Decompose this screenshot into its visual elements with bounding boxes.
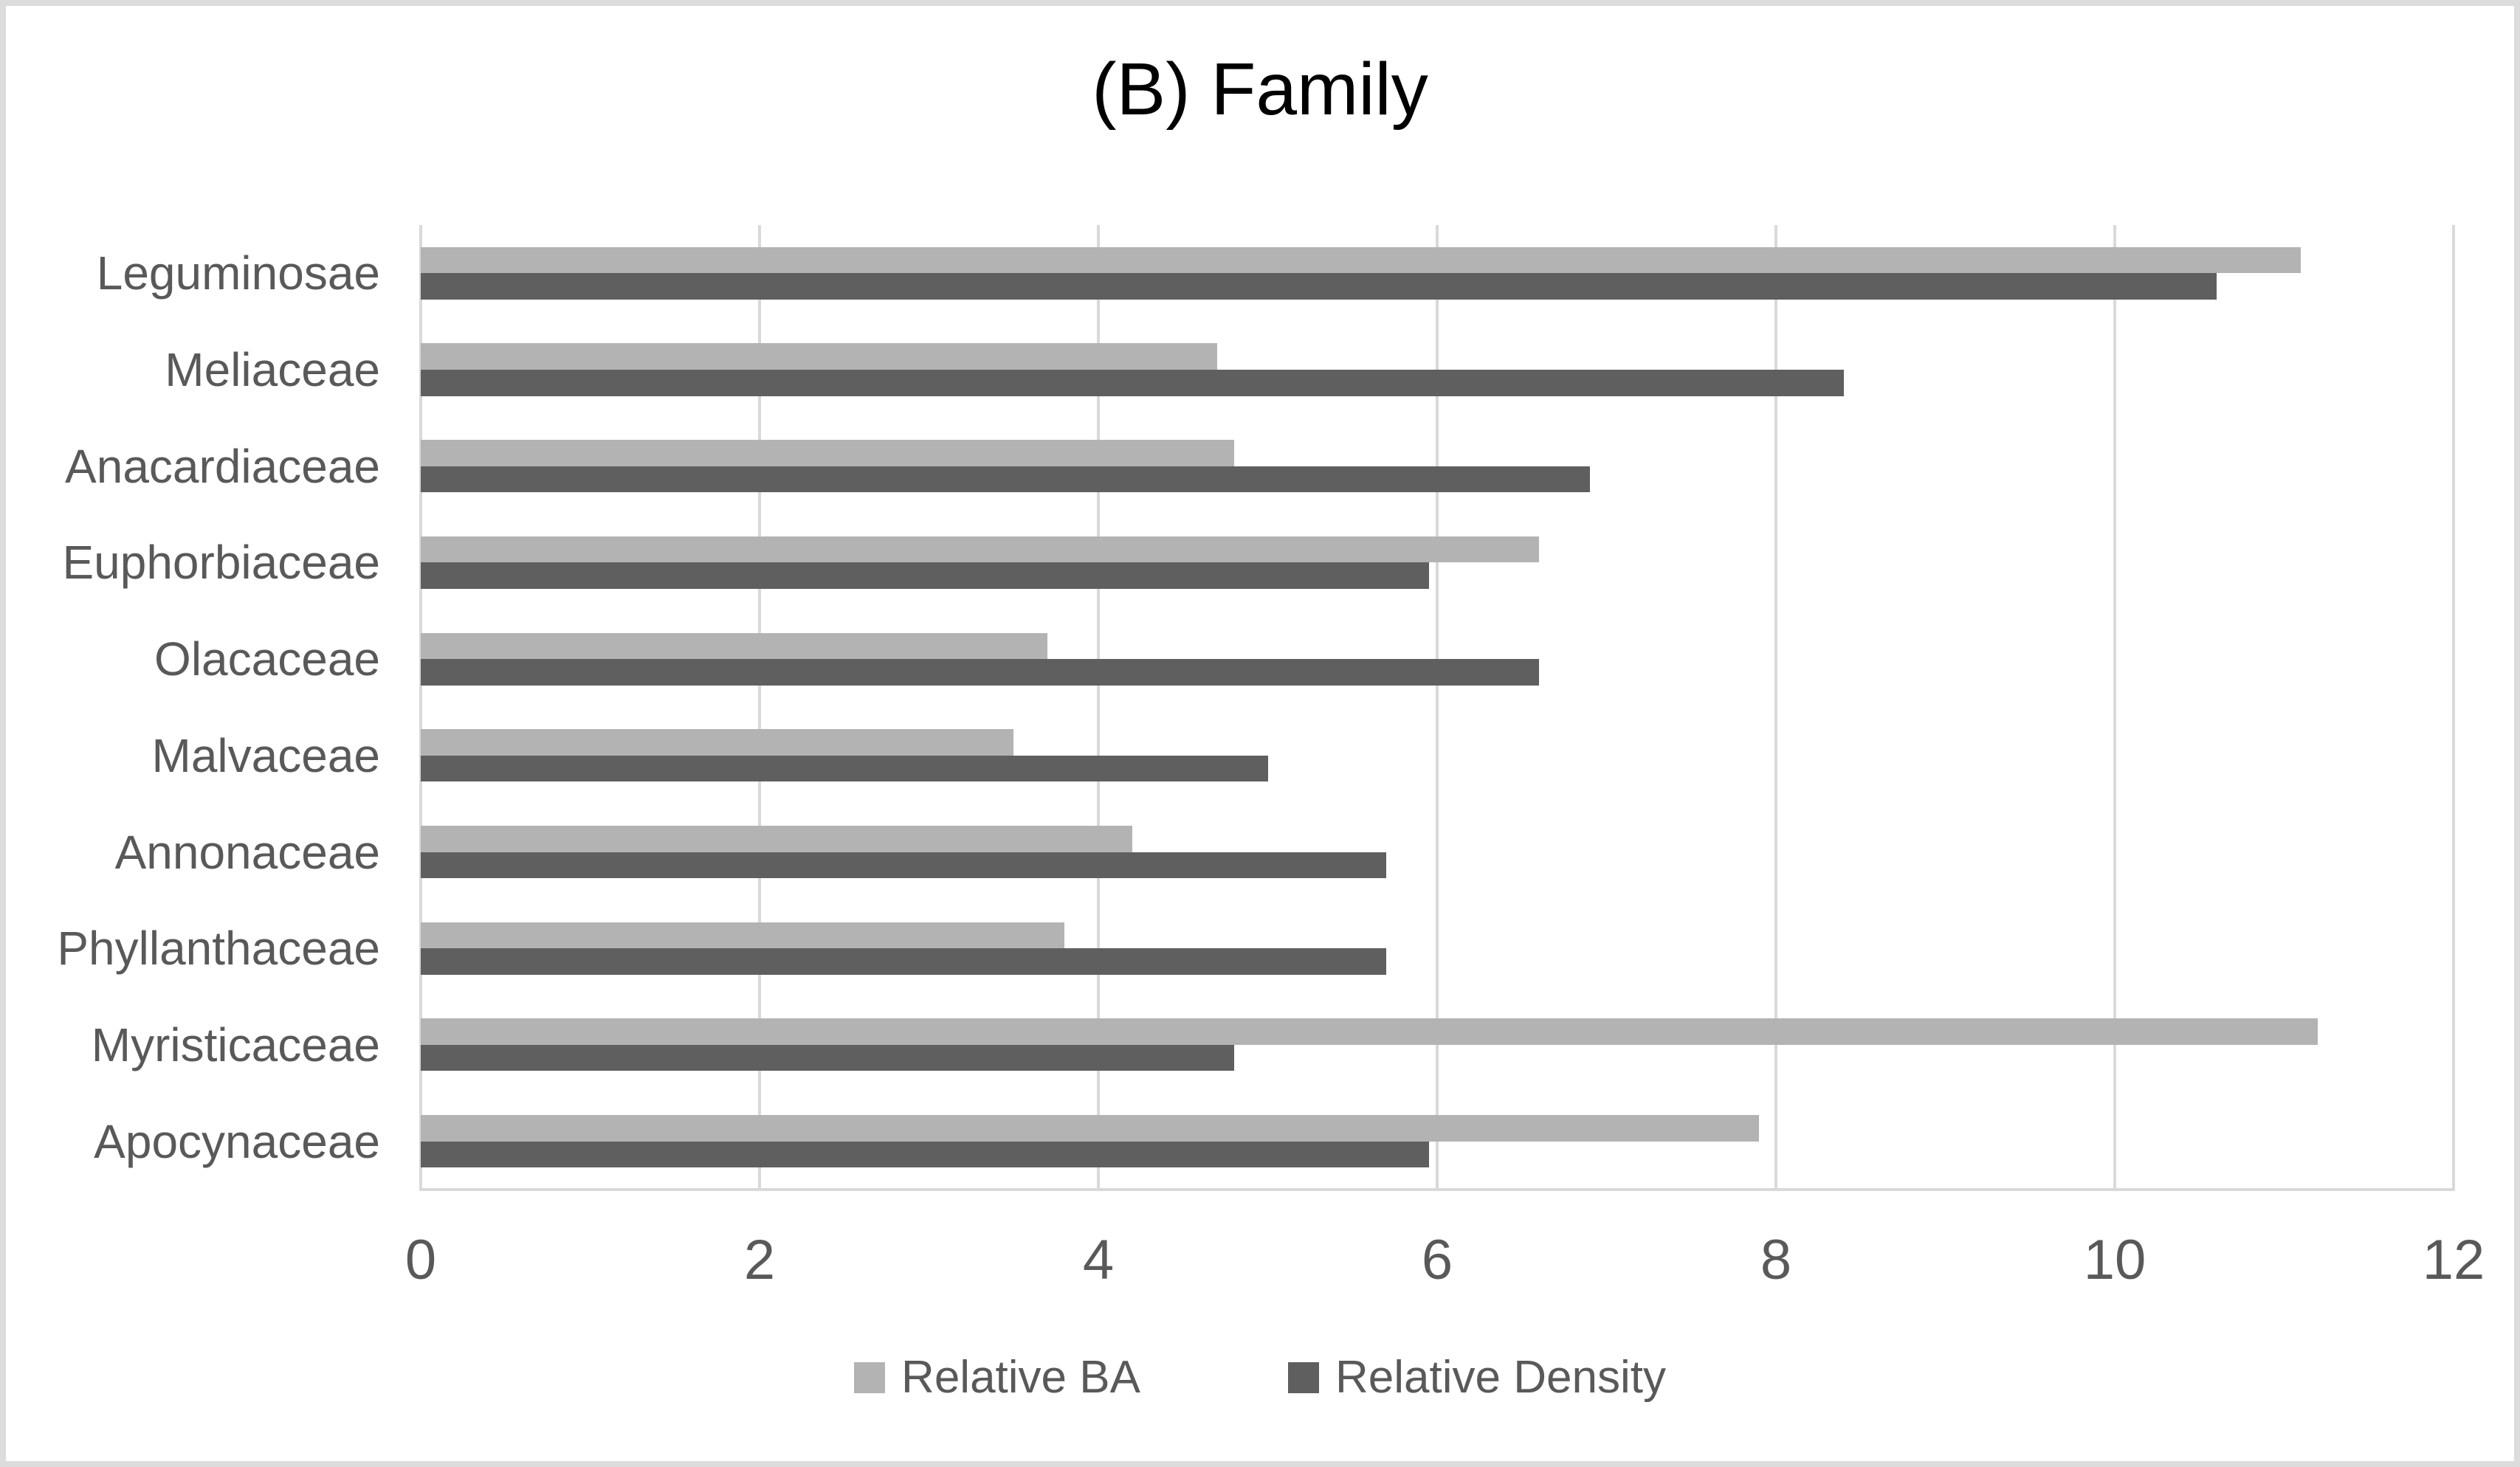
bar-relative-ba-phyllanthaceae [421,922,1065,949]
category-axis-line [419,1188,2455,1191]
gridline-x-6 [1436,225,1439,1190]
bar-relative-ba-apocynaceae [421,1115,1760,1142]
bar-relative-ba-leguminosae [421,246,2302,274]
x-tick-label-12: 12 [2422,1229,2485,1291]
legend-item-relative-density: Relative Density [1287,1352,1666,1403]
x-tick-label-6: 6 [1421,1229,1453,1291]
bar-relative-ba-anacardiaceae [421,440,1234,466]
category-axis-labels: Leguminosae Meliaceae Anacardiaceae Euphorb… [6,225,380,1190]
bar-relative-ba-annonaceae [421,825,1132,852]
x-tick-label-4: 4 [1082,1229,1115,1291]
bar-relative-density-euphorbiaceae [421,562,1429,589]
bar-relative-density-anacardiaceae [421,466,1590,493]
x-tick-label-8: 8 [1760,1229,1792,1291]
x-tick-label-10: 10 [2083,1229,2147,1291]
category-label-myristicaceae: Myristicaceae [91,1018,380,1071]
bar-relative-ba-olacaceae [421,632,1048,660]
bar-relative-density-leguminosae [421,273,2217,300]
category-label-leguminosae: Leguminosae [96,246,380,300]
gridline-x-12 [2452,225,2455,1190]
category-label-meliaceae: Meliaceae [165,343,380,397]
x-tick-label-0: 0 [404,1229,437,1291]
legend-item-relative-ba: Relative BA [854,1355,1140,1401]
bar-relative-density-annonaceae [421,852,1387,879]
gridline-x-2 [758,225,761,1190]
bar-relative-ba-malvaceae [421,729,1014,756]
bar-relative-ba-euphorbiaceae [421,536,1539,563]
plot-area [419,225,2455,1191]
bar-relative-density-myristicaceae [421,1044,1234,1071]
gridline-x-4 [1097,225,1100,1190]
bar-relative-density-malvaceae [421,755,1268,782]
category-label-anacardiaceae: Anacardiaceae [65,439,380,493]
category-label-annonaceae: Annonaceae [114,825,380,879]
category-label-olacaceae: Olacaceae [154,632,380,686]
gridline-x-0 [419,225,422,1190]
category-label-euphorbiaceae: Euphorbiaceae [62,536,380,590]
category-label-apocynaceae: Apocynaceae [94,1114,380,1168]
legend-label-relative-density: Relative Density [1335,1352,1666,1403]
chart-title: (B) Family [1092,48,1428,131]
category-label-phyllanthaceae: Phyllanthaceae [57,922,380,976]
legend-swatch-relative-density [1287,1362,1319,1393]
bar-relative-density-olacaceae [421,659,1539,686]
gridline-x-10 [2113,225,2116,1190]
value-axis-tick-labels: 0 2 4 6 8 10 12 [405,1225,2485,1295]
bar-relative-density-phyllanthaceae [421,948,1387,975]
bar-relative-ba-myristicaceae [421,1018,2318,1045]
legend: Relative BA Relative Density [6,1337,2514,1418]
category-label-malvaceae: Malvaceae [151,728,381,782]
x-tick-label-2: 2 [743,1229,776,1291]
legend-swatch-relative-ba [854,1362,886,1393]
bar-relative-ba-meliaceae [421,343,1217,370]
bar-relative-density-apocynaceae [421,1141,1429,1168]
legend-label-relative-ba: Relative BA [901,1352,1140,1403]
bar-relative-density-meliaceae [421,370,1844,396]
gridline-x-8 [1774,225,1777,1190]
